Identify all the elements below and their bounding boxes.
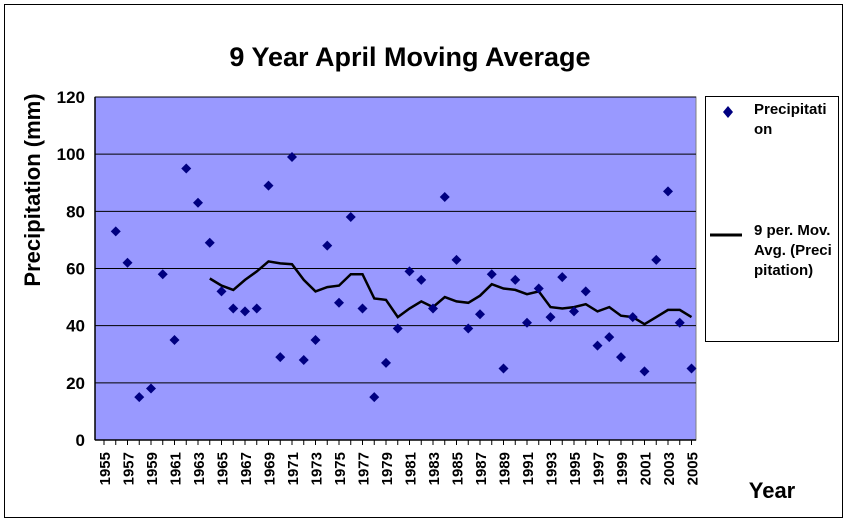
x-tick-label: 1965 xyxy=(215,452,232,485)
data-point xyxy=(251,303,262,314)
data-point xyxy=(616,352,626,363)
data-point xyxy=(451,254,462,265)
data-point xyxy=(522,317,532,328)
data-point xyxy=(475,309,485,320)
x-tick-label: 1959 xyxy=(144,452,161,485)
data-point xyxy=(569,306,579,317)
data-point xyxy=(146,383,156,394)
y-tick-label: 80 xyxy=(66,202,85,221)
x-axis-label: Year xyxy=(749,478,796,503)
data-point xyxy=(381,357,391,368)
data-point xyxy=(533,283,544,294)
x-tick-label: 1999 xyxy=(614,452,631,485)
x-tick-label: 1969 xyxy=(262,452,279,485)
y-tick-labels: 0 20 40 60 80 100 120 xyxy=(57,88,85,450)
x-tick-label: 1963 xyxy=(191,452,208,485)
y-tick-label: 60 xyxy=(66,260,85,279)
y-tick-label: 100 xyxy=(57,145,85,164)
legend: Precipitation 9 per. Mov. Avg. (Precipit… xyxy=(705,96,839,342)
data-point xyxy=(240,306,250,317)
data-point xyxy=(604,332,615,343)
data-point xyxy=(416,274,427,285)
data-point xyxy=(275,352,286,363)
legend-moving-average-label: 9 per. Mov. Avg. (Precipitation) xyxy=(754,222,832,279)
data-point xyxy=(686,363,697,374)
axes xyxy=(94,97,696,445)
data-point xyxy=(357,303,368,314)
data-point xyxy=(263,180,274,191)
data-point xyxy=(322,240,333,251)
data-point xyxy=(439,192,450,203)
data-point xyxy=(204,237,215,248)
x-tick-labels: 1955 1957 1959 1961 1963 1965 1967 1969 1971 1973… xyxy=(97,452,702,485)
x-tick-label: 1975 xyxy=(332,452,349,485)
data-point xyxy=(216,286,227,297)
data-point xyxy=(592,340,603,351)
x-tick-label: 1961 xyxy=(168,452,185,485)
data-point xyxy=(486,269,497,280)
data-point xyxy=(110,226,121,237)
data-point xyxy=(428,303,438,314)
y-tick-label: 40 xyxy=(66,317,85,336)
y-tick-label: 0 xyxy=(76,431,85,450)
data-point xyxy=(345,212,356,223)
x-tick-label: 1981 xyxy=(403,452,420,485)
data-point xyxy=(404,266,415,277)
x-tick-label: 1985 xyxy=(450,452,467,485)
precipitation-series xyxy=(110,152,697,403)
data-point xyxy=(193,197,203,208)
data-point xyxy=(545,312,556,323)
x-tick-label: 1991 xyxy=(520,452,537,485)
moving-average-series xyxy=(209,260,693,326)
x-tick-label: 1973 xyxy=(309,452,326,485)
data-point xyxy=(651,254,662,265)
data-point xyxy=(557,272,568,283)
data-point xyxy=(228,303,239,314)
data-point xyxy=(134,392,145,403)
y-tick-label: 20 xyxy=(66,374,85,393)
data-point xyxy=(392,323,403,334)
data-point xyxy=(157,269,168,280)
data-point xyxy=(369,392,380,403)
x-tick-label: 1983 xyxy=(426,452,443,485)
chart-title: 9 Year April Moving Average xyxy=(229,42,590,72)
x-tick-label: 2003 xyxy=(661,452,678,485)
gridlines xyxy=(95,96,696,384)
x-tick-label: 1997 xyxy=(591,452,608,485)
data-point xyxy=(580,286,591,297)
data-point xyxy=(639,366,650,377)
x-tick-label: 1989 xyxy=(497,452,514,485)
x-tick-label: 1957 xyxy=(121,452,138,485)
legend-marker-icon xyxy=(723,106,733,118)
data-point xyxy=(627,312,638,323)
x-tick-label: 1971 xyxy=(285,452,302,485)
y-tick-label: 120 xyxy=(57,88,85,107)
x-tick-label: 1979 xyxy=(379,452,396,485)
x-tick-label: 1977 xyxy=(356,452,373,485)
data-point xyxy=(310,334,321,345)
x-tick-label: 1995 xyxy=(567,452,584,485)
x-tick-label: 2005 xyxy=(685,452,702,485)
x-tick-label: 1955 xyxy=(97,452,114,485)
data-point xyxy=(510,274,521,285)
data-point xyxy=(498,363,509,374)
data-point xyxy=(298,354,309,365)
x-tick-label: 1987 xyxy=(473,452,490,485)
data-point xyxy=(334,297,344,308)
y-axis-label: Precipitation (mm) xyxy=(20,93,45,286)
data-point xyxy=(674,317,685,328)
data-point xyxy=(122,257,133,268)
x-tick-label: 1993 xyxy=(544,452,561,485)
legend-precipitation-label: Precipitation xyxy=(754,101,827,138)
x-tick-label: 2001 xyxy=(638,452,655,485)
x-tick-label: 1967 xyxy=(238,452,255,485)
data-point xyxy=(181,163,192,174)
data-point xyxy=(169,334,180,345)
data-point xyxy=(463,323,474,334)
data-point xyxy=(663,186,673,197)
moving-average-line xyxy=(209,260,693,326)
legend-line-icon xyxy=(710,233,742,237)
data-point xyxy=(287,152,297,163)
